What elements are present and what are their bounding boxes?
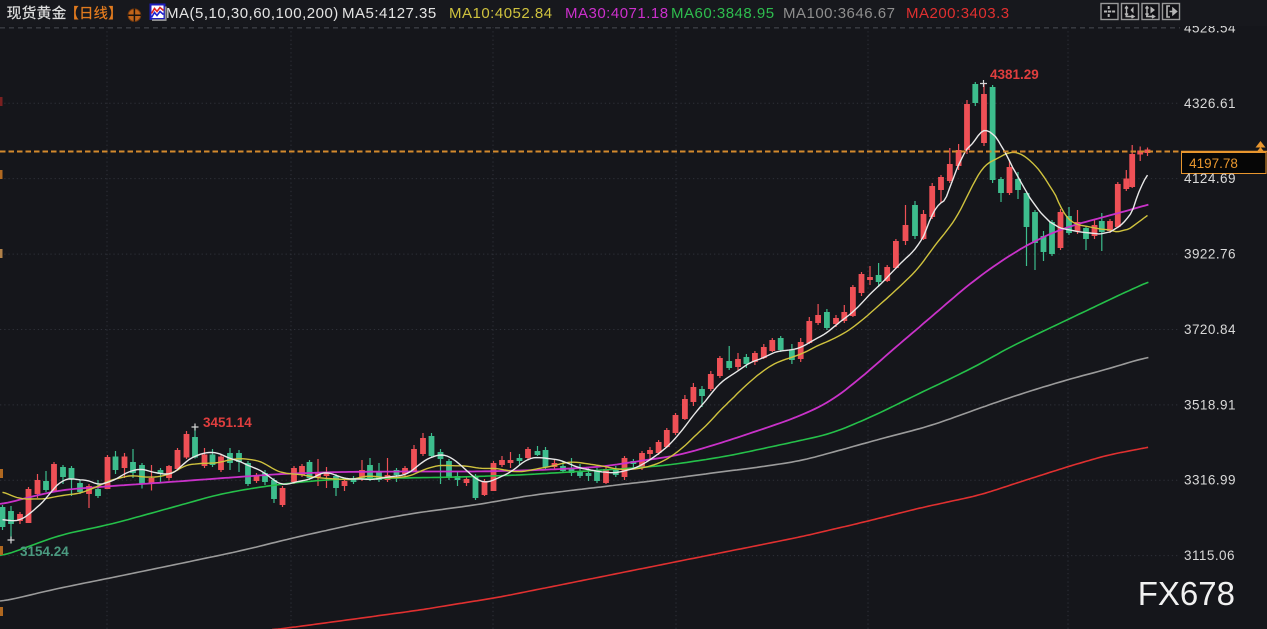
- svg-text:3518.91: 3518.91: [1184, 397, 1236, 412]
- svg-text:MA200:3403.3: MA200:3403.3: [906, 5, 1010, 22]
- svg-text:4381.29: 4381.29: [990, 67, 1039, 82]
- svg-text:MA5:4127.35: MA5:4127.35: [342, 5, 437, 22]
- svg-text:4124.69: 4124.69: [1184, 171, 1236, 186]
- svg-text:3720.84: 3720.84: [1184, 322, 1236, 337]
- svg-text:FX678: FX678: [1138, 575, 1235, 612]
- svg-text:3115.06: 3115.06: [1184, 548, 1235, 563]
- svg-text:MA100:3646.67: MA100:3646.67: [783, 5, 895, 22]
- svg-text:MA10:4052.84: MA10:4052.84: [449, 5, 553, 22]
- svg-text:4197.78: 4197.78: [1189, 156, 1238, 171]
- svg-text:MA(5,10,30,60,100,200): MA(5,10,30,60,100,200): [166, 5, 339, 22]
- svg-text:3451.14: 3451.14: [203, 415, 252, 430]
- svg-text:MA30:4071.18: MA30:4071.18: [565, 5, 669, 22]
- svg-text:3922.76: 3922.76: [1184, 247, 1236, 262]
- svg-text:3154.24: 3154.24: [20, 544, 69, 559]
- svg-text:4326.61: 4326.61: [1184, 96, 1236, 111]
- svg-text:MA60:3848.95: MA60:3848.95: [671, 5, 775, 22]
- svg-text:3316.99: 3316.99: [1184, 473, 1236, 488]
